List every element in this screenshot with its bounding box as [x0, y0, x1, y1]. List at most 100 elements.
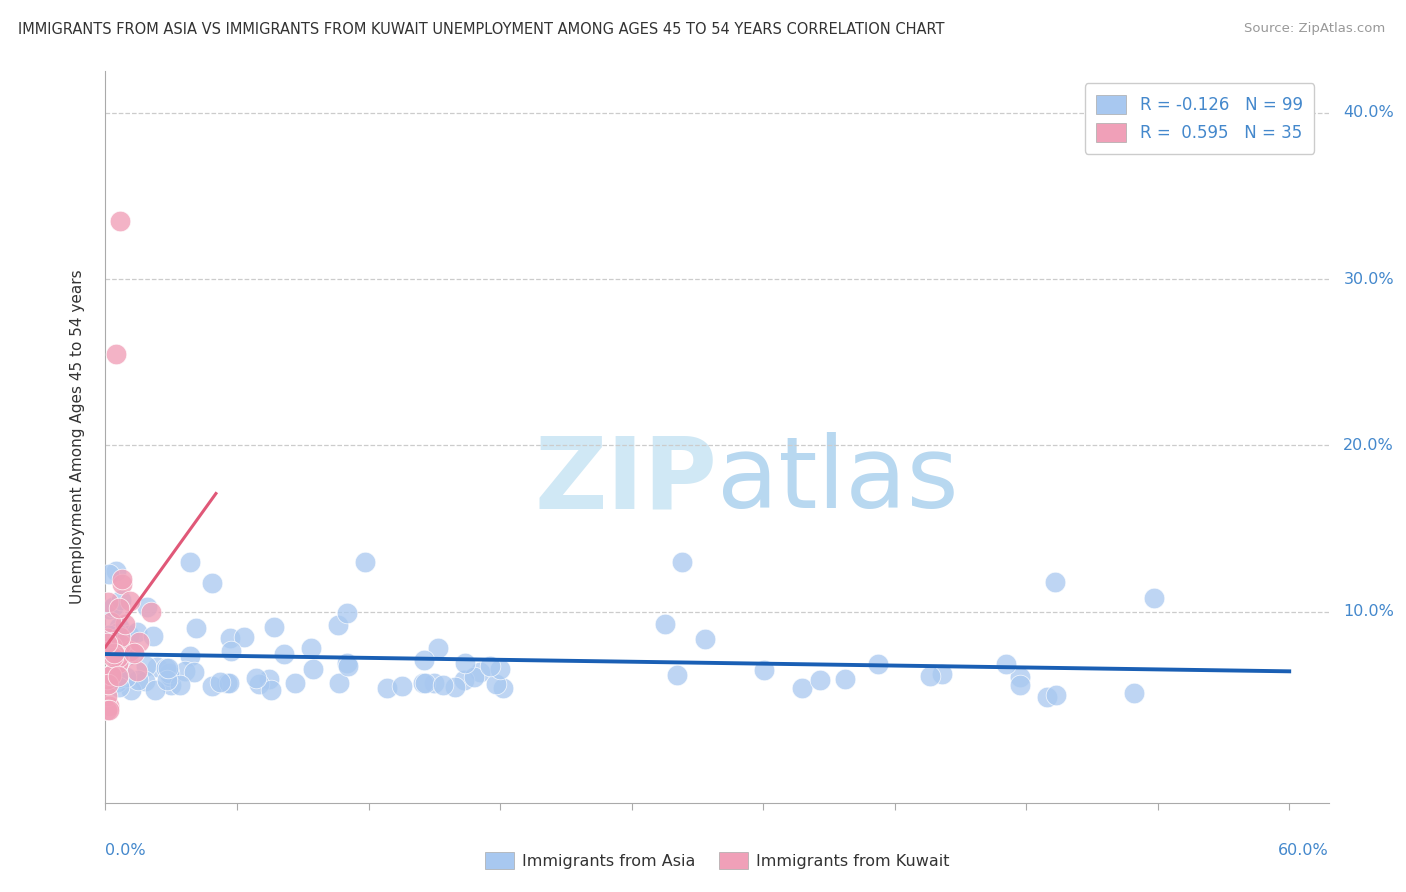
Point: [201, 679, 224, 693]
Point: [208, 674, 231, 689]
Point: [105, 675, 128, 690]
Text: 60.0%: 60.0%: [1278, 843, 1329, 858]
Point: [488, 662, 510, 676]
Point: [108, 630, 131, 644]
Text: Source: ZipAtlas.com: Source: ZipAtlas.com: [1244, 22, 1385, 36]
Point: [107, 600, 129, 615]
Point: [104, 564, 127, 578]
Point: [427, 640, 450, 655]
Point: [808, 673, 831, 687]
Point: [179, 555, 201, 569]
Point: [155, 661, 177, 675]
Point: [146, 660, 169, 674]
Point: [96, 636, 118, 650]
Point: [96, 644, 118, 658]
Point: [107, 671, 129, 685]
Point: [97, 677, 120, 691]
Point: [100, 668, 122, 682]
Point: [179, 649, 201, 664]
Point: [103, 665, 125, 679]
Point: [413, 676, 436, 690]
Point: [221, 644, 243, 658]
Point: [354, 555, 377, 569]
Point: [115, 669, 138, 683]
Point: [142, 629, 165, 643]
Point: [110, 593, 132, 607]
Point: [1045, 688, 1067, 702]
Point: [111, 650, 134, 665]
Point: [107, 669, 129, 683]
Point: [995, 657, 1018, 672]
Text: 10.0%: 10.0%: [1343, 604, 1395, 619]
Point: [125, 664, 148, 678]
Point: [114, 616, 136, 631]
Point: [201, 576, 224, 591]
Point: [257, 672, 280, 686]
Point: [157, 665, 180, 680]
Point: [105, 347, 128, 361]
Point: [118, 628, 141, 642]
Point: [337, 659, 360, 673]
Point: [111, 572, 134, 586]
Point: [110, 214, 132, 228]
Point: [478, 658, 501, 673]
Point: [412, 675, 434, 690]
Text: atlas: atlas: [717, 433, 959, 530]
Point: [101, 600, 124, 615]
Point: [432, 678, 454, 692]
Point: [157, 661, 180, 675]
Point: [931, 666, 953, 681]
Point: [273, 648, 295, 662]
Point: [97, 699, 120, 714]
Point: [336, 607, 359, 621]
Point: [866, 657, 889, 671]
Point: [752, 664, 775, 678]
Point: [454, 656, 477, 670]
Text: 30.0%: 30.0%: [1343, 272, 1393, 286]
Point: [98, 566, 121, 581]
Point: [790, 681, 813, 696]
Point: [671, 555, 693, 569]
Text: 0.0%: 0.0%: [105, 843, 146, 858]
Point: [1143, 591, 1166, 605]
Point: [110, 637, 132, 651]
Point: [97, 595, 120, 609]
Point: [485, 677, 508, 691]
Point: [103, 646, 125, 660]
Point: [183, 665, 205, 680]
Point: [98, 628, 121, 642]
Point: [108, 620, 131, 634]
Point: [120, 683, 142, 698]
Point: [174, 664, 197, 678]
Point: [299, 641, 322, 656]
Point: [666, 668, 689, 682]
Point: [453, 673, 475, 687]
Point: [100, 667, 122, 681]
Point: [1010, 678, 1032, 692]
Point: [118, 594, 141, 608]
Point: [108, 680, 131, 694]
Y-axis label: Unemployment Among Ages 45 to 54 years: Unemployment Among Ages 45 to 54 years: [70, 269, 84, 605]
Point: [98, 602, 121, 616]
Point: [375, 681, 398, 695]
Point: [336, 656, 359, 670]
Text: IMMIGRANTS FROM ASIA VS IMMIGRANTS FROM KUWAIT UNEMPLOYMENT AMONG AGES 45 TO 54 : IMMIGRANTS FROM ASIA VS IMMIGRANTS FROM …: [18, 22, 945, 37]
Point: [120, 644, 142, 658]
Point: [97, 703, 120, 717]
Text: ZIP: ZIP: [534, 433, 717, 530]
Point: [1036, 690, 1059, 705]
Point: [101, 640, 124, 654]
Point: [245, 672, 267, 686]
Point: [468, 665, 491, 680]
Point: [391, 679, 413, 693]
Point: [103, 649, 125, 664]
Point: [98, 640, 121, 655]
Point: [134, 673, 156, 688]
Point: [1045, 575, 1067, 590]
Point: [107, 650, 129, 665]
Point: [654, 617, 676, 632]
Point: [169, 678, 191, 692]
Point: [141, 605, 163, 619]
Point: [492, 681, 515, 696]
Point: [328, 618, 350, 632]
